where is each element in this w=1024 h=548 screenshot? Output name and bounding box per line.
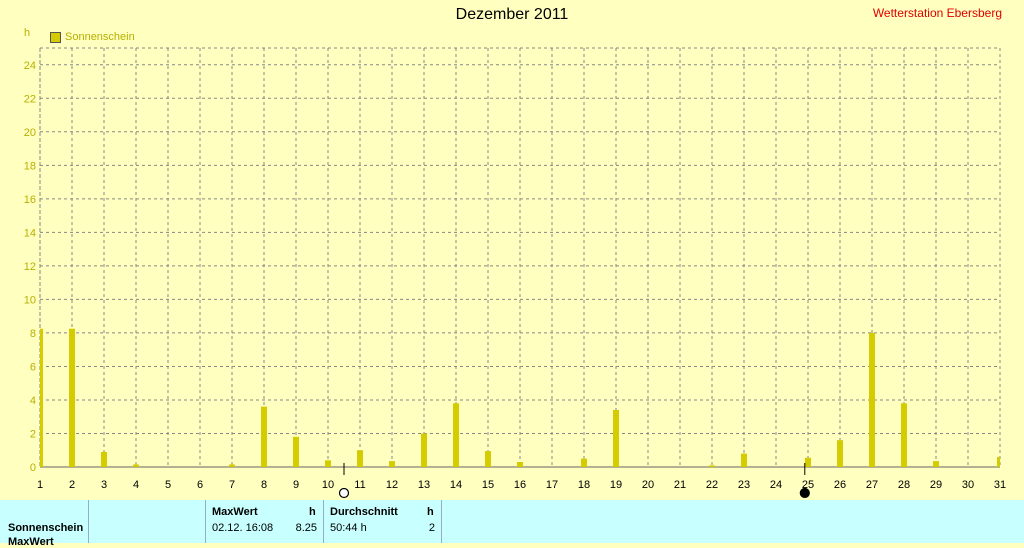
maxwert-value: 8.25 bbox=[295, 522, 317, 534]
maxwert-date: 02.12. 16:08 bbox=[212, 522, 274, 534]
bar-day-15 bbox=[485, 451, 491, 467]
durchschnitt-header: Durchschnitt bbox=[330, 506, 398, 518]
bar-day-16 bbox=[517, 461, 523, 467]
x-tick-label: 15 bbox=[482, 479, 494, 491]
x-tick-label: 28 bbox=[898, 479, 910, 491]
bar-day-22 bbox=[709, 465, 715, 467]
y-tick-label: 22 bbox=[24, 93, 36, 105]
x-tick-label: 30 bbox=[962, 479, 974, 491]
x-tick-label: 10 bbox=[322, 479, 334, 491]
bar-day-10 bbox=[325, 460, 331, 467]
bar-day-1 bbox=[40, 328, 43, 467]
x-tick-label: 23 bbox=[738, 479, 750, 491]
y-tick-label: 18 bbox=[24, 160, 36, 172]
moon-filled-icon bbox=[799, 487, 810, 499]
x-tick-label: 26 bbox=[834, 479, 846, 491]
x-tick-label: 20 bbox=[642, 479, 654, 491]
bar-day-31 bbox=[997, 456, 1000, 467]
x-tick-label: 29 bbox=[930, 479, 942, 491]
maxwert-unit: h bbox=[309, 506, 316, 518]
x-tick-label: 4 bbox=[133, 479, 139, 491]
y-tick-label: 0 bbox=[30, 462, 36, 474]
y-axis-unit: h bbox=[24, 27, 31, 39]
moon-open-icon bbox=[338, 487, 350, 499]
x-tick-label: 6 bbox=[197, 479, 203, 491]
x-tick-label: 13 bbox=[418, 479, 430, 491]
legend-label: Sonnenschein bbox=[65, 31, 135, 43]
bar-day-3 bbox=[101, 451, 107, 467]
bar-day-29 bbox=[933, 461, 939, 467]
x-tick-label: 3 bbox=[101, 479, 107, 491]
bar-day-28 bbox=[901, 403, 907, 467]
y-tick-label: 6 bbox=[30, 361, 36, 373]
bar-day-23 bbox=[741, 453, 747, 467]
bar-day-7 bbox=[229, 464, 235, 467]
row-label-cell: Sonnenschein MaxWert bbox=[0, 500, 89, 548]
station-name: Wetterstation Ebersberg bbox=[872, 6, 1002, 20]
bar-day-12 bbox=[389, 461, 395, 467]
bar-day-13 bbox=[421, 433, 427, 467]
y-tick-label: 16 bbox=[24, 194, 36, 206]
moon-markers bbox=[338, 463, 810, 499]
empty-cell bbox=[89, 500, 206, 543]
bar-day-27 bbox=[869, 332, 875, 467]
row-label-maxwert: MaxWert bbox=[8, 536, 54, 548]
bar-day-9 bbox=[293, 436, 299, 467]
x-tick-label: 24 bbox=[770, 479, 782, 491]
durchschnitt-cell: Durchschnitt h 50:44 h 2 bbox=[324, 500, 442, 543]
chart-legend[interactable]: Sonnenschein bbox=[50, 31, 135, 43]
y-tick-label: 2 bbox=[30, 428, 36, 440]
maxwert-header: MaxWert bbox=[212, 506, 258, 518]
x-tick-label: 11 bbox=[354, 479, 365, 491]
summary-table: Sonnenschein MaxWert MaxWert h 02.12. 16… bbox=[0, 500, 1024, 548]
bar-day-2 bbox=[69, 328, 75, 467]
x-tick-label: 16 bbox=[514, 479, 526, 491]
y-tick-label: 24 bbox=[24, 60, 36, 72]
x-tick-label: 12 bbox=[386, 479, 398, 491]
durchschnitt-value: 2 bbox=[428, 522, 435, 534]
y-tick-label: 12 bbox=[24, 261, 36, 273]
y-tick-label: 14 bbox=[24, 227, 36, 239]
x-tick-label: 31 bbox=[994, 479, 1006, 491]
x-tick-label: 18 bbox=[578, 479, 590, 491]
chart-title: Dezember 2011 bbox=[455, 6, 569, 23]
maxwert-cell: MaxWert h 02.12. 16:08 8.25 bbox=[206, 500, 324, 543]
x-tick-label: 17 bbox=[546, 479, 558, 491]
bar-day-8 bbox=[261, 406, 267, 467]
bar-day-14 bbox=[453, 403, 459, 467]
x-tick-label: 5 bbox=[165, 479, 171, 491]
x-tick-label: 9 bbox=[293, 479, 299, 491]
bar-day-26 bbox=[837, 440, 843, 467]
bar-day-11 bbox=[357, 450, 363, 467]
chart-grid bbox=[39, 47, 1001, 468]
chart-area: 1 2 3 4 5 6 7 8 9 10 11 12 13 14 15 16 17 18 19 20 21 22 23 24 2… bbox=[24, 47, 1006, 499]
x-tick-label: 21 bbox=[674, 479, 686, 491]
bar-day-18 bbox=[581, 458, 587, 467]
durchschnitt-unit: h bbox=[427, 506, 434, 518]
chart-bars bbox=[40, 328, 1000, 467]
bar-day-4 bbox=[133, 464, 139, 467]
x-tick-label: 1 bbox=[37, 479, 43, 491]
bar-day-19 bbox=[613, 410, 619, 467]
x-tick-label: 27 bbox=[866, 479, 878, 491]
legend-swatch bbox=[50, 31, 61, 43]
y-tick-label: 8 bbox=[30, 328, 36, 340]
x-tick-label: 8 bbox=[261, 479, 267, 491]
x-tick-label: 7 bbox=[229, 479, 235, 491]
y-tick-label: 4 bbox=[30, 395, 36, 407]
row-label-sonnenschein: Sonnenschein bbox=[8, 522, 84, 534]
x-axis-ticks: 1 2 3 4 5 6 7 8 9 10 11 12 13 14 15 16 17 18 19 20 21 22 23 24 2… bbox=[37, 479, 1006, 491]
bar-day-25 bbox=[805, 457, 811, 467]
y-tick-label: 10 bbox=[24, 294, 36, 306]
durchschnitt-total: 50:44 h bbox=[330, 522, 367, 534]
x-tick-label: 22 bbox=[706, 479, 718, 491]
x-tick-label: 14 bbox=[450, 479, 462, 491]
y-tick-label: 20 bbox=[24, 127, 36, 139]
x-tick-label: 19 bbox=[610, 479, 622, 491]
x-tick-label: 2 bbox=[69, 479, 75, 491]
